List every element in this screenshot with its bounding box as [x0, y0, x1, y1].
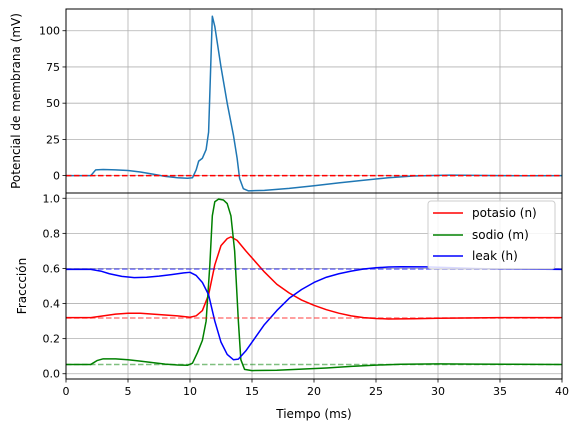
y-tick-label: 50 — [46, 97, 60, 110]
y-tick-label: 0 — [53, 170, 60, 183]
y-tick-label: 1.0 — [43, 192, 61, 205]
y-tick-label: 0.8 — [43, 227, 61, 240]
x-axis-label: Tiempo (ms) — [275, 407, 351, 421]
legend-label: sodio (m) — [472, 228, 529, 242]
y-axis-label: Fraccción — [15, 258, 29, 314]
y-tick-label: 0.2 — [43, 333, 61, 346]
x-tick-label: 30 — [431, 385, 445, 398]
y-axis-label: Potencial de membrana (mV) — [9, 13, 23, 189]
y-tick-label: 0.0 — [43, 368, 61, 381]
x-tick-label: 25 — [369, 385, 383, 398]
y-tick-label: 0.4 — [43, 298, 61, 311]
y-tick-label: 100 — [39, 25, 60, 38]
x-tick-label: 40 — [555, 385, 569, 398]
legend-label: leak (h) — [472, 249, 518, 263]
x-tick-label: 20 — [307, 385, 321, 398]
x-tick-label: 5 — [125, 385, 132, 398]
x-tick-label: 35 — [493, 385, 507, 398]
x-tick-label: 10 — [183, 385, 197, 398]
legend-label: potasio (n) — [472, 206, 537, 220]
y-tick-label: 75 — [46, 61, 60, 74]
y-tick-label: 0.6 — [43, 262, 61, 275]
x-tick-label: 0 — [63, 385, 70, 398]
x-tick-label: 15 — [245, 385, 259, 398]
legend: potasio (n) sodio (m) leak (h) — [428, 201, 555, 269]
y-tick-label: 25 — [46, 133, 60, 146]
